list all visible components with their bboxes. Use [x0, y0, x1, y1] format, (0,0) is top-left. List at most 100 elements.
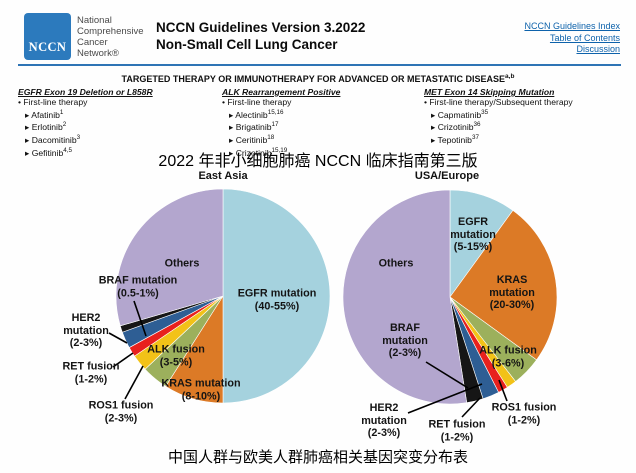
- header-divider: [18, 64, 621, 66]
- therapy-subheading: • First-line therapy: [222, 96, 292, 107]
- pie-label-line: (1-2%): [507, 414, 541, 426]
- leader-line-braf-mutation: [133, 300, 147, 337]
- pie-label-line: EGFR mutation: [237, 287, 317, 300]
- pie-label-line: (2-3%): [69, 337, 103, 350]
- pie-label-braf-mutation: BRAF mutation (0.5-1%): [99, 274, 178, 299]
- pie-label-ros1-fusion: ROS1 fusion (2-3%): [89, 399, 154, 424]
- pie-label-line: BRAF mutation: [98, 274, 178, 287]
- drug-item: ▸ Ceritinib18: [229, 133, 275, 145]
- drug-item: ▸ Crizotinib15,19: [229, 146, 288, 158]
- pie-label-line: mutation: [382, 334, 428, 347]
- pie-label-kras-mutation: KRAS mutation (8-10%): [161, 377, 240, 402]
- therapy-subheading: • First-line therapy: [18, 96, 88, 107]
- pie-label-ret-fusion: RET fusion (1-2%): [429, 418, 486, 443]
- drug-item: ▸ Crizotinib36: [431, 121, 481, 133]
- pie-label-alk-fusion: ALK fusion (3-6%): [479, 344, 537, 369]
- drug-reference-sup: 1: [59, 108, 64, 116]
- drug-reference-sup: 17: [271, 121, 279, 129]
- pie-label-line: mutation: [489, 286, 535, 299]
- drug-reference-sup: 15,16: [267, 108, 284, 116]
- banner-footnote-sup: a,b: [505, 73, 515, 80]
- pie-label-line: (2-3%): [367, 427, 401, 440]
- drug-reference-sup: 35: [481, 108, 489, 116]
- therapy-column-heading: MET Exon 14 Skipping Mutation: [424, 87, 555, 97]
- drug-item: ▸ Tepotinib37: [431, 133, 479, 145]
- drug-reference-sup: 36: [473, 121, 481, 129]
- leader-line-her2-mutation: [108, 332, 128, 344]
- link-table-of-contents[interactable]: Table of Contents: [549, 32, 620, 43]
- pie-label-kras-mutation: KRAS mutation (20-30%): [489, 274, 535, 312]
- cancer-type-title: Non-Small Cell Lung Cancer: [156, 37, 338, 52]
- nccn-logo: NCCN: [24, 13, 71, 60]
- leader-line-ros1-fusion: [124, 365, 144, 400]
- drug-reference-sup: 37: [471, 133, 479, 141]
- pie-label-line: EGFR: [458, 216, 488, 229]
- pie-label-line: ALK fusion: [479, 344, 537, 357]
- drug-item: ▸ Capmatinib35: [431, 108, 489, 120]
- org-name: National Comprehensive Cancer Network®: [77, 15, 144, 59]
- pie-label-her2-mutation: HER2 mutation (2-3%): [63, 312, 109, 350]
- pie-label-ret-fusion: RET fusion (1-2%): [63, 360, 120, 385]
- pie-slice-east-asia-egfr-mutation: [222, 188, 331, 404]
- page-title: NCCN Guidelines Version 3.2022 Non-Small…: [156, 19, 365, 53]
- header-links: NCCN Guidelines Index Table of Contents …: [524, 21, 620, 56]
- pie-label-line: (5-15%): [453, 241, 493, 254]
- pie-label-line: (8-10%): [181, 390, 221, 402]
- pie-label-line: RET fusion: [62, 360, 120, 373]
- pie-label-line: ROS1 fusion: [491, 401, 557, 414]
- pie-charts-svg: [108, 188, 558, 418]
- pie-label-line: mutation: [361, 414, 407, 427]
- pie-label-ros1-fusion: ROS1 fusion (1-2%): [492, 401, 557, 426]
- nccn-logo-text: NCCN: [28, 40, 67, 54]
- pie-label-line: mutation: [450, 228, 496, 241]
- pie-label-line: KRAS mutation: [161, 377, 241, 390]
- drug-reference-sup: 18: [267, 133, 275, 141]
- pie-label-line: (2-3%): [104, 412, 138, 424]
- guidelines-version-title: NCCN Guidelines Version 3.2022: [156, 20, 366, 35]
- org-name-line: Network®: [77, 48, 119, 59]
- link-discussion[interactable]: Discussion: [576, 44, 620, 54]
- pie-label-line: HER2: [71, 312, 101, 325]
- banner-title: TARGETED THERAPY OR IMMUNOTHERAPY FOR AD…: [0, 73, 636, 84]
- therapy-column: ALK Rearrangement Positive • First-line t…: [222, 87, 424, 158]
- pie-label-line: RET fusion: [428, 418, 486, 431]
- drug-reference-sup: 15,19: [271, 146, 288, 154]
- chart-area: EGFR mutation (40-55%) KRAS mutation (8-10%…: [0, 170, 636, 455]
- drug-reference-sup: 3: [76, 133, 81, 141]
- pie-label-egfr-mutation: EGFR mutation (40-55%): [238, 287, 317, 312]
- leader-line-ros1-fusion: [498, 379, 508, 402]
- leader-line-ret-fusion: [461, 397, 481, 418]
- pie-label-line: (3-6%): [491, 357, 525, 369]
- chinese-title: 2022 年非小细胞肺癌 NCCN 临床指南第三版: [158, 153, 478, 170]
- therapy-subheading: • First-line therapy/Subsequent therapy: [424, 96, 573, 107]
- pie-slice-usa-europe-kras-mutation: [449, 210, 558, 361]
- pie-label-line: ALK fusion: [147, 343, 205, 356]
- leader-line-her2-mutation: [407, 383, 483, 414]
- link-nccn-guidelines-index[interactable]: NCCN Guidelines Index: [524, 21, 620, 31]
- therapy-column: MET Exon 14 Skipping Mutation • First-lin…: [424, 87, 630, 158]
- pie-label-others: Others: [165, 258, 200, 271]
- pie-label-line: (3-5%): [159, 356, 193, 368]
- pie-label-line: (1-2%): [74, 373, 108, 385]
- pie-label-line: mutation: [63, 324, 109, 337]
- pie-label-line: Others: [378, 257, 414, 270]
- pie-label-line: (2-3%): [388, 347, 422, 360]
- drug-reference-sup: 2: [62, 121, 67, 129]
- banner-text: TARGETED THERAPY OR IMMUNOTHERAPY FOR AD…: [121, 74, 506, 84]
- drug-item: ▸ Afatinib1: [25, 108, 64, 120]
- pie-label-braf-mutation: BRAF mutation (2-3%): [382, 322, 428, 360]
- drug-item: ▸ Erlotinib2: [25, 121, 67, 133]
- pie-label-line: (40-55%): [254, 300, 300, 312]
- leader-line-braf-mutation: [425, 361, 469, 389]
- therapy-column-heading: ALK Rearrangement Positive: [222, 87, 341, 97]
- pie-label-line: BRAF: [390, 322, 420, 335]
- pie-label-her2-mutation: HER2 mutation (2-3%): [361, 402, 407, 440]
- pie-title-usa-europe: USA/Europe: [414, 170, 480, 182]
- therapy-columns: EGFR Exon 19 Deletion or L858R • First-li…: [18, 87, 630, 158]
- drug-item: ▸ Dacomitinib3: [25, 133, 81, 145]
- pie-label-line: Others: [164, 257, 200, 270]
- pie-label-line: (20-30%): [489, 299, 535, 312]
- chinese-caption: 中国人群与欧美人群肺癌相关基因突变分布表: [167, 450, 468, 466]
- drug-reference-sup: 4,5: [63, 146, 72, 154]
